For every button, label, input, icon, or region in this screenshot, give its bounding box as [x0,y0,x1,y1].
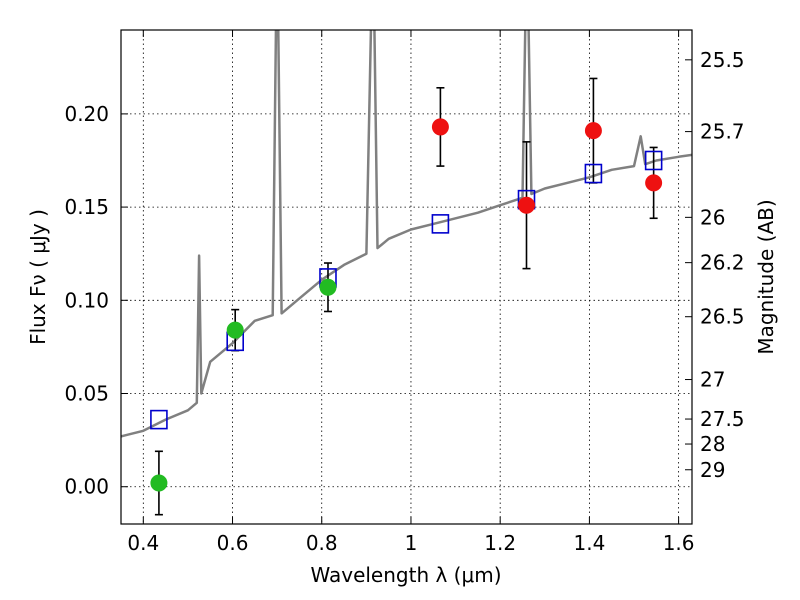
grid [121,30,692,524]
x-tick-label: 1.4 [573,531,605,555]
mag-tick-label: 25.5 [700,48,745,72]
plot-frame [120,29,693,525]
x-tick-label: 0.8 [306,531,338,555]
model-band-markers [150,150,663,430]
y-tick-label: 0.15 [64,195,109,219]
error-bars [154,77,658,516]
y-axis-right-title: Magnitude (AB) [754,199,778,354]
mag-tick-label: 26 [700,205,725,229]
mag-tick-label: 26.5 [700,305,745,329]
observed-nir-point [517,196,535,214]
mag-tick-label: 25.7 [700,120,745,144]
x-tick-label: 1.6 [663,531,695,555]
y-tick-label: 0.10 [64,288,109,312]
y-tick-label: 0.05 [64,382,109,406]
mag-tick-label: 29 [700,458,725,482]
model-band-square [584,163,603,184]
mag-tick-label: 27.5 [700,407,745,431]
tick-labels: 0.4 0.6 0.8 1 1.2 1.4 1.6 0.00 0.05 0.10 0.15 0.20 2… [64,48,744,555]
x-tick-label: 1.2 [484,531,516,555]
observed-optical-point [319,278,337,296]
x-axis-title: Wavelength λ (μm) [310,563,501,587]
model-band-square [150,409,168,430]
observed-nir-point [584,122,602,140]
x-tick-label: 1 [405,531,418,555]
observed-optical-point [150,474,168,492]
model-band-square [644,150,663,171]
observed-optical-point [226,321,244,339]
y-tick-label: 0.00 [64,475,109,499]
y-axis-title: Flux Fν ( μJy ) [26,209,50,345]
observed-points [150,118,663,492]
x-tick-label: 0.4 [127,531,159,555]
observed-nir-point [431,118,449,136]
mag-tick-label: 28 [700,432,725,456]
mag-tick-label: 27 [700,368,725,392]
mag-tick-label: 26.2 [700,251,745,275]
model-spectrum [121,30,692,438]
observed-nir-point [645,174,663,192]
model-band-square [431,214,450,234]
y-tick-label: 0.20 [64,102,109,126]
axis-ticks [121,30,692,524]
model-spectrum-line [121,30,692,438]
x-tick-label: 0.6 [217,531,249,555]
